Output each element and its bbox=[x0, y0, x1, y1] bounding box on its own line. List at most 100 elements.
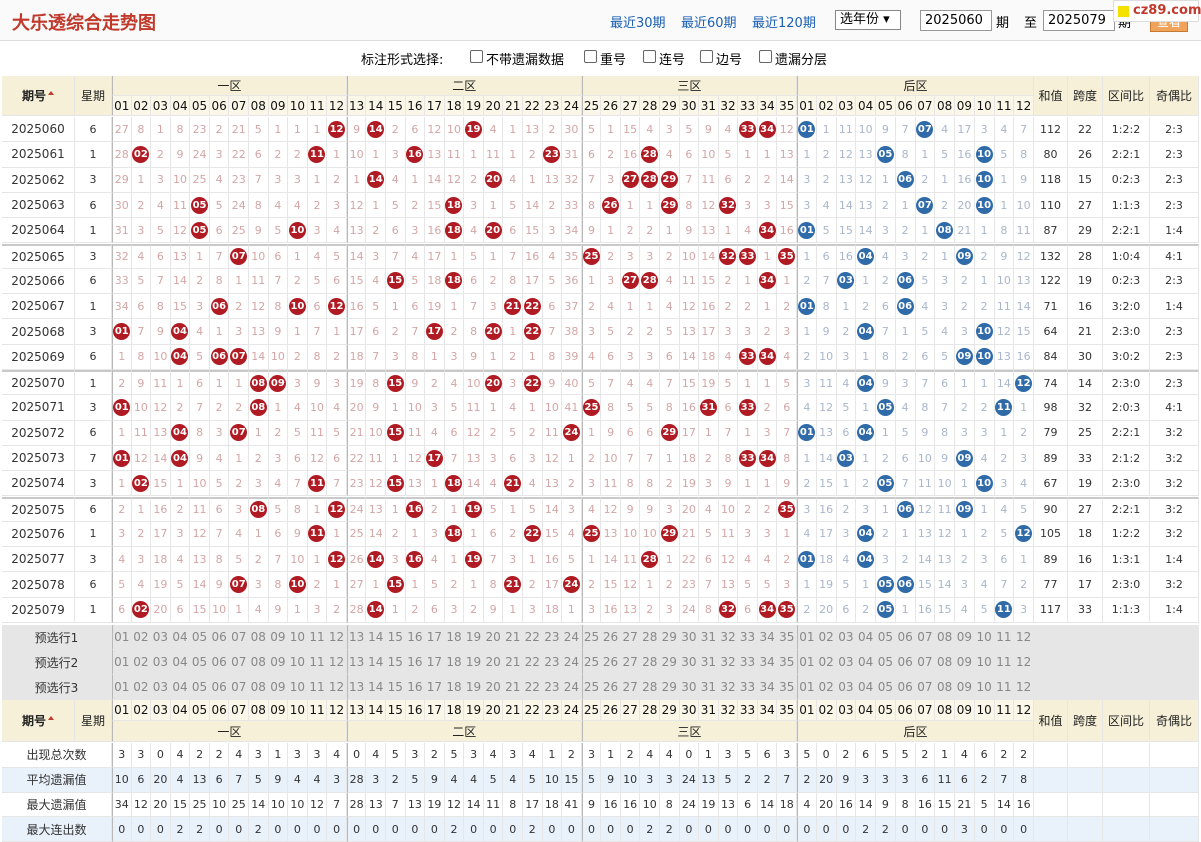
miss-value: 5 bbox=[229, 547, 249, 573]
stat-value: 6 bbox=[955, 767, 975, 793]
to-input[interactable]: 2025079 bbox=[1043, 10, 1115, 31]
miss-value: 1 bbox=[425, 344, 445, 370]
stat-empty bbox=[1068, 743, 1103, 768]
stat-value: 9 bbox=[581, 792, 602, 818]
sort-icon[interactable] bbox=[48, 715, 54, 720]
miss-value: 15 bbox=[935, 597, 955, 623]
checkbox[interactable] bbox=[759, 50, 772, 63]
ball-cell: 14 bbox=[366, 117, 386, 143]
miss-value: 3 bbox=[268, 445, 289, 472]
miss-value: 5 bbox=[327, 243, 347, 269]
miss-value: 13 bbox=[994, 344, 1015, 370]
miss-value: 3 bbox=[601, 167, 621, 193]
sum: 89 bbox=[1034, 445, 1068, 472]
miss-value: 18 bbox=[679, 445, 700, 472]
sum: 122 bbox=[1034, 268, 1068, 295]
preselect-empty bbox=[1068, 650, 1103, 675]
miss-value: 9 bbox=[718, 471, 739, 497]
ball: 21 bbox=[504, 297, 522, 315]
stat-value: 2 bbox=[386, 767, 406, 793]
miss-value: 13 bbox=[679, 319, 700, 345]
preselect-number: 26 bbox=[601, 625, 621, 650]
number-header: 13 bbox=[346, 700, 367, 721]
preselect-number: 19 bbox=[464, 625, 484, 650]
checkbox[interactable] bbox=[584, 50, 597, 63]
ball: 06 bbox=[896, 297, 914, 315]
miss-value: 6 bbox=[483, 521, 504, 548]
miss-value: 3 bbox=[797, 370, 817, 396]
miss-value: 1 bbox=[601, 117, 621, 143]
miss-value: 2 bbox=[405, 192, 426, 219]
preselect-number: 13 bbox=[346, 650, 367, 675]
ball-cell: 08 bbox=[935, 218, 955, 244]
miss-value: 8 bbox=[679, 192, 700, 219]
miss-value: 5 bbox=[915, 319, 936, 345]
preselect-number: 18 bbox=[444, 625, 465, 650]
year-select[interactable]: 选年份 ▾ bbox=[835, 10, 901, 30]
stat-value: 7 bbox=[386, 792, 406, 818]
ball-cell: 10 bbox=[288, 294, 308, 320]
miss-value: 3 bbox=[797, 167, 817, 193]
checkbox[interactable] bbox=[700, 50, 713, 63]
miss-value: 2 bbox=[131, 521, 152, 548]
preselect-number: 10 bbox=[974, 625, 995, 650]
miss-value: 8 bbox=[935, 420, 955, 446]
miss-value: 5 bbox=[170, 572, 191, 598]
miss-value: 2 bbox=[503, 344, 523, 370]
miss-value: 3 bbox=[249, 572, 269, 598]
miss-value: 9 bbox=[620, 496, 641, 522]
sort-icon[interactable] bbox=[48, 90, 54, 95]
ball: 10 bbox=[288, 221, 306, 239]
miss-value: 13 bbox=[699, 218, 719, 244]
stat-value: 25 bbox=[190, 792, 210, 818]
miss-value: 23 bbox=[346, 471, 367, 497]
miss-value: 2 bbox=[738, 294, 758, 320]
number-header: 09 bbox=[955, 700, 975, 721]
week: 3 bbox=[75, 319, 112, 345]
week: 1 bbox=[75, 370, 112, 396]
span: 17 bbox=[1068, 572, 1103, 598]
miss-value: 13 bbox=[601, 521, 621, 548]
link[interactable]: 最近120期 bbox=[752, 16, 816, 31]
miss-value: 9 bbox=[876, 117, 896, 143]
checkbox[interactable] bbox=[643, 50, 656, 63]
ball: 07 bbox=[230, 576, 248, 594]
miss-value: 3 bbox=[209, 142, 230, 168]
miss-value: 6 bbox=[249, 142, 269, 168]
miss-value: 1 bbox=[523, 395, 543, 421]
miss-value: 6 bbox=[876, 294, 896, 320]
miss-value: 13 bbox=[836, 167, 857, 193]
miss-value: 5 bbox=[288, 420, 308, 446]
miss-value: 3 bbox=[1014, 445, 1034, 472]
preselect-number: 06 bbox=[209, 675, 230, 700]
miss-value: 19 bbox=[679, 471, 700, 497]
number-header: 07 bbox=[915, 700, 936, 721]
link[interactable]: 最近30期 bbox=[610, 16, 666, 31]
miss-value: 6 bbox=[679, 142, 700, 168]
link[interactable]: 最近60期 bbox=[681, 16, 737, 31]
miss-value: 9 bbox=[366, 395, 386, 421]
miss-value: 11 bbox=[366, 445, 386, 472]
stat-value: 2 bbox=[836, 743, 857, 768]
from-input[interactable]: 2025060 bbox=[920, 10, 992, 31]
miss-value: 3 bbox=[288, 167, 308, 193]
miss-value: 2 bbox=[444, 319, 465, 345]
week: 6 bbox=[75, 117, 112, 143]
miss-value: 1 bbox=[307, 117, 328, 143]
checkbox[interactable] bbox=[470, 50, 483, 63]
issue: 2025068 bbox=[2, 319, 75, 345]
miss-value: 3 bbox=[190, 294, 210, 320]
miss-value: 1 bbox=[386, 597, 406, 623]
miss-value: 1 bbox=[229, 370, 249, 396]
odd-even: 1:4 bbox=[1150, 218, 1199, 244]
miss-value: 4 bbox=[836, 547, 857, 573]
miss-value: 2 bbox=[307, 572, 328, 598]
miss-value: 2 bbox=[797, 471, 817, 497]
miss-value: 16 bbox=[955, 167, 975, 193]
miss-value: 2 bbox=[249, 547, 269, 573]
miss-value: 9 bbox=[483, 597, 504, 623]
miss-value: 15 bbox=[699, 268, 719, 295]
stat-value: 5 bbox=[718, 767, 739, 793]
ball: 01 bbox=[798, 221, 816, 239]
stat-value: 0 bbox=[974, 817, 995, 842]
